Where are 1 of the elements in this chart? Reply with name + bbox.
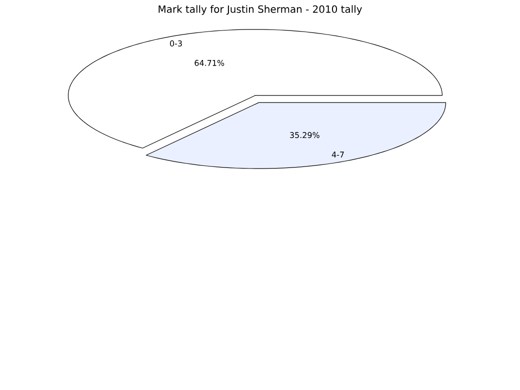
chart-title: Mark tally for Justin Sherman - 2010 tally bbox=[158, 5, 362, 15]
